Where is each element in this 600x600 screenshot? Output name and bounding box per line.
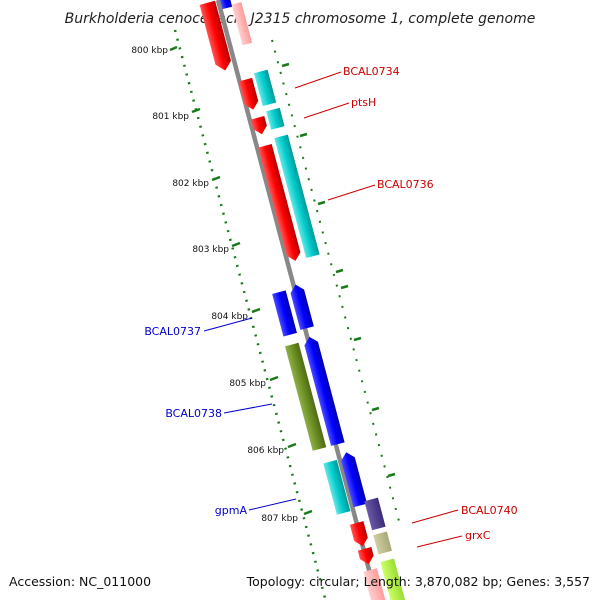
cds-cyan-0734 xyxy=(253,69,277,107)
tick-label-804: 804 kbp xyxy=(211,312,248,322)
gene-label-bcal0736: BCAL0736 xyxy=(377,178,434,191)
cds-red-0734 xyxy=(238,77,259,110)
gene-label-bcal0740: BCAL0740 xyxy=(461,504,518,517)
gene-label-gpma: gpmA xyxy=(215,504,248,517)
cds-blue-gpma xyxy=(341,452,368,508)
cds-cyan-gpma xyxy=(323,459,351,515)
tick-label-802: 802 kbp xyxy=(172,179,209,189)
tick-label-800: 800 kbp xyxy=(131,46,168,56)
gene-label-bcal0738: BCAL0738 xyxy=(165,407,222,420)
cds-blue-0737-a xyxy=(272,290,297,337)
major-ticks xyxy=(169,45,313,516)
cds-blue-0738 xyxy=(304,336,345,446)
genome-summary-text: Topology: circular; Length: 3,870,082 bp… xyxy=(246,574,590,589)
cds-olive-0738 xyxy=(285,342,327,451)
leader-lines-forward xyxy=(294,71,463,548)
gene-features xyxy=(199,0,409,600)
tick-label-805: 805 kbp xyxy=(229,379,266,389)
cds-khaki-grxc xyxy=(373,531,392,555)
cds-cyan-ptsh xyxy=(266,107,285,130)
gene-label-ptsh: ptsH xyxy=(351,96,376,109)
cds-lime-bottom xyxy=(380,558,409,600)
cds-pink-top xyxy=(231,2,253,46)
cds-red-ptsh xyxy=(250,116,267,135)
cds-cyan-0736 xyxy=(274,134,320,259)
outer-tick-ring-right xyxy=(271,39,401,526)
cds-blue-top xyxy=(218,0,233,10)
gene-label-bcal0734: BCAL0734 xyxy=(343,65,400,78)
gene-label-grxc: grxC xyxy=(465,529,491,542)
cds-blue-0737-b xyxy=(290,284,314,330)
tick-label-806: 806 kbp xyxy=(247,446,284,456)
cds-pink-bottom xyxy=(363,568,390,600)
leader-lines-reverse xyxy=(203,317,297,511)
cds-purple-0740 xyxy=(364,497,386,531)
map-title: Burkholderia cenocepacia J2315 chromosom… xyxy=(65,11,536,27)
right-ring-dashes xyxy=(281,62,396,478)
cds-red-grxc xyxy=(357,546,374,565)
cds-red-top xyxy=(199,0,231,71)
accession-text: Accession: NC_011000 xyxy=(9,574,151,589)
tick-label-801: 801 kbp xyxy=(152,112,189,122)
cds-red-0736 xyxy=(258,144,301,261)
tick-label-807: 807 kbp xyxy=(261,514,298,524)
gene-label-bcal0737: BCAL0737 xyxy=(144,325,201,338)
cds-red-0740 xyxy=(349,521,368,547)
tick-label-803: 803 kbp xyxy=(192,245,229,255)
